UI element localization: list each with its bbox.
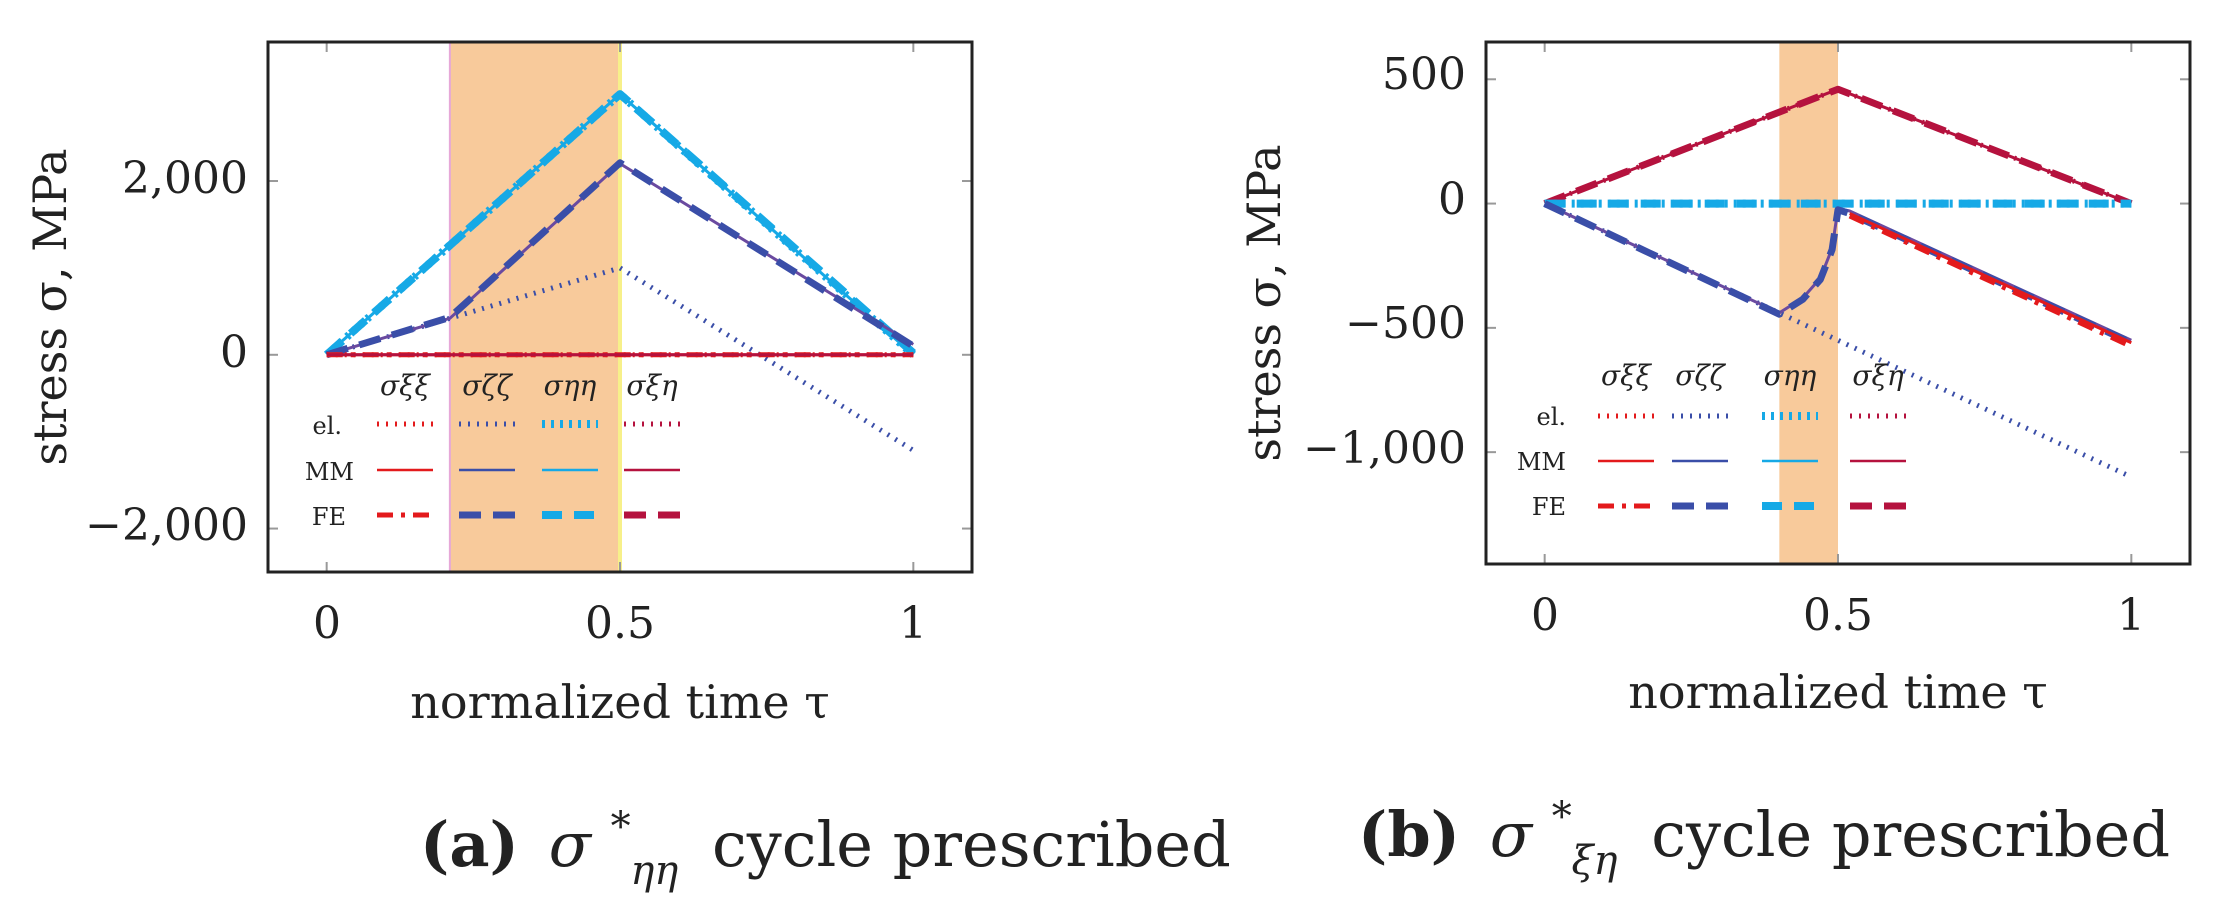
chart-a-shaded-region: [449, 42, 620, 572]
chart-a-series: [324, 90, 916, 453]
chart-b-legend-row-2: FE: [1532, 493, 1566, 521]
chart-b-tick-marks: [1486, 42, 2190, 564]
chart-a-ylabel: stress σ, MPa: [23, 148, 77, 465]
chart-b-legend-col-0: σξξ: [1601, 359, 1653, 392]
chart-b-caption-sub: ξη: [1572, 838, 1618, 884]
chart-b-xtick-label-1: 0.5: [1803, 590, 1873, 641]
chart-a-caption-sup: *: [611, 804, 631, 850]
chart-a-legend-samples: [377, 420, 680, 519]
chart-b-ytick-label-2: 0: [1438, 174, 1466, 225]
chart-a-legend: σξξ σζζ σηη σξη el. MM FE: [305, 369, 680, 531]
chart-a-legend-col-2: σηη: [544, 369, 597, 402]
chart-a-xtick-label-0: 0: [313, 598, 341, 649]
chart-b-legend-samples: [1598, 412, 1906, 510]
chart-b-caption-text: cycle prescribed: [1651, 798, 2170, 871]
chart-a-tick-marks: [268, 42, 972, 572]
chart-b-legend-col-3: σξη: [1852, 359, 1904, 392]
chart-a-caption-symbol: σ: [549, 808, 593, 881]
chart-a-caption-sub: ηη: [630, 848, 678, 894]
chart-a-series-line-5: [325, 159, 916, 359]
chart-a-ytick-label-2: 2,000: [122, 153, 248, 204]
chart-b-legend-row-1: MM: [1517, 448, 1566, 476]
chart-b-ytick-label-3: 500: [1382, 49, 1466, 100]
chart-a-legend-row-1: MM: [305, 458, 354, 486]
chart-a-legend-col-0: σξξ: [380, 369, 432, 402]
chart-a-caption-label: (a): [420, 808, 519, 881]
chart-a-frame: [266, 40, 974, 574]
chart-a-ytick-label-1: 0: [220, 327, 248, 378]
chart-b-legend: σξξ σζζ σηη σξη el. MM FE: [1517, 359, 1906, 521]
chart-b-ytick-label-1: −500: [1345, 298, 1466, 349]
chart-a-caption-text: cycle prescribed: [712, 808, 1231, 881]
chart-a-legend-col-3: σξη: [626, 369, 678, 402]
chart-b-caption-sup: *: [1552, 794, 1572, 840]
chart-b-series-line-2: [1543, 85, 2133, 207]
chart-b-shaded-region: [1779, 42, 1838, 564]
chart-a-xtick-label-2: 1: [899, 598, 927, 649]
chart-a-series-line-2: [324, 90, 916, 358]
chart-b-xlabel: normalized time τ: [1628, 665, 2047, 719]
chart-b-legend-col-1: σζζ: [1675, 359, 1726, 392]
chart-a: −2,000 0 2,000 0 0.5 1 normalized time τ…: [23, 40, 1231, 899]
chart-b-xtick-label-0: 0: [1531, 590, 1559, 641]
chart-a-legend-row-0: el.: [312, 412, 342, 440]
chart-b-legend-col-2: σηη: [1764, 359, 1817, 392]
chart-b-legend-row-0: el.: [1536, 403, 1566, 431]
chart-b-series-line-9: [1848, 213, 2133, 349]
chart-b-ylabel: stress σ, MPa: [1237, 144, 1291, 461]
chart-a-ytick-label-0: −2,000: [85, 500, 248, 551]
chart-a-caption: (a) σ * ηη cycle prescribed: [420, 782, 1231, 899]
chart-a-legend-row-2: FE: [312, 503, 346, 531]
chart-a-xlabel: normalized time τ: [410, 675, 829, 729]
chart-a-xtick-label-1: 0.5: [585, 598, 655, 649]
chart-b-caption-label: (b): [1358, 798, 1460, 871]
chart-a-legend-col-1: σζζ: [462, 369, 513, 402]
chart-b: −1,000 −500 0 500 0 0.5 1 normalized tim…: [1237, 40, 2192, 889]
chart-b-series: [1543, 85, 2133, 480]
chart-b-frame: [1484, 40, 2192, 566]
chart-b-caption: (b) σ * ξη cycle prescribed: [1358, 772, 2170, 889]
chart-b-ytick-label-0: −1,000: [1303, 423, 1466, 474]
chart-b-xtick-label-2: 1: [2117, 590, 2145, 641]
chart-b-caption-symbol: σ: [1490, 798, 1534, 871]
